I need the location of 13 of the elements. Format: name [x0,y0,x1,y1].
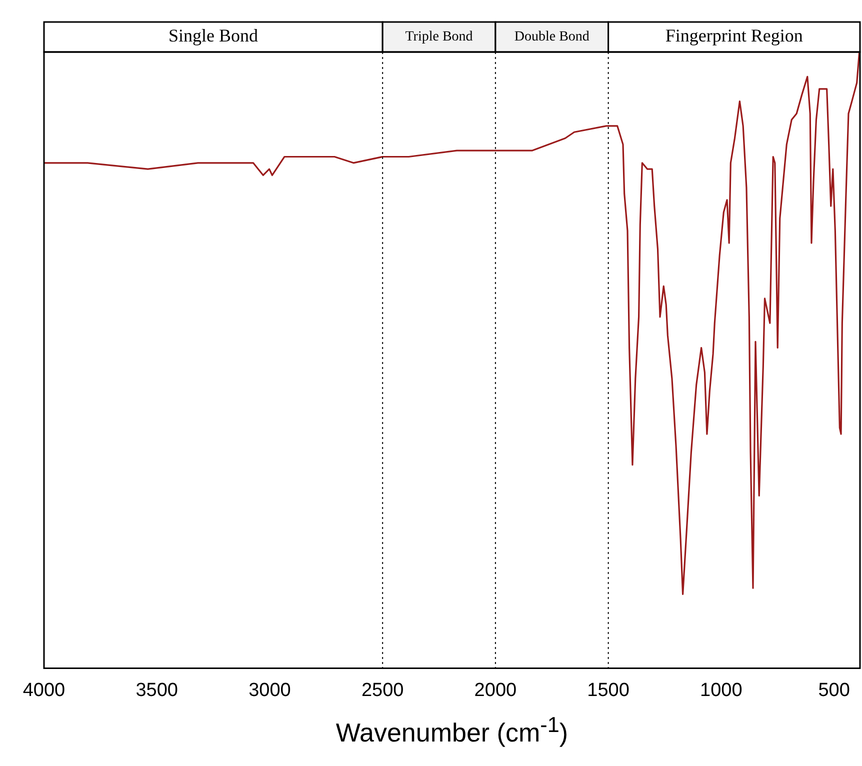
x-tick-label: 2500 [361,680,404,701]
x-tick-label: 3000 [248,680,291,701]
x-axis-title: Wavenumber (cm$^{-1}$) [334,712,570,749]
x-tick-label: 3500 [136,680,178,701]
x-tick-label: 2000 [474,680,517,701]
x-tick-label: 4000 [22,680,66,701]
x-tick-label: 1500 [587,680,630,701]
text: Double Bond [514,30,590,45]
text: Fingerprint Region [665,26,803,46]
x-tick-label: 1000 [700,680,742,701]
x-tick-label: 500 [818,680,850,701]
text: Single Bond [168,26,258,46]
text: Triple Bond [405,30,473,45]
